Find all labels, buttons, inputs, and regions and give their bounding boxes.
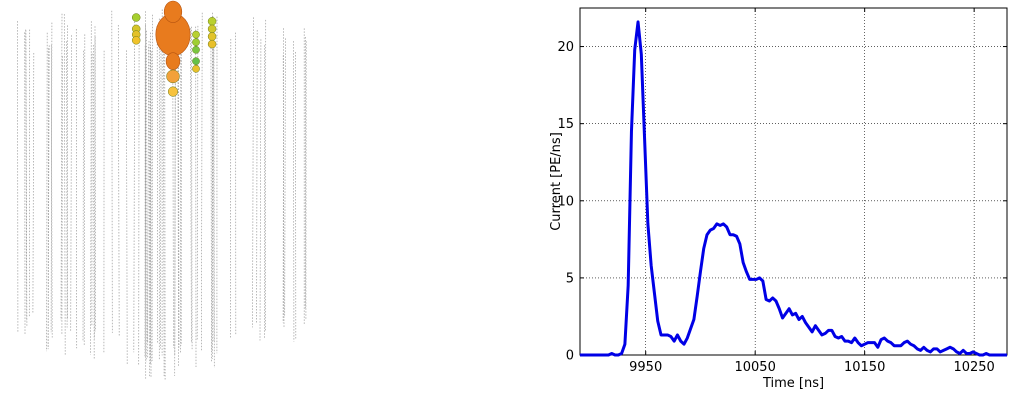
detector-hits: [131, 0, 217, 97]
detector-string: [66, 41, 68, 328]
detector-event-display: [17, 0, 307, 381]
detector-string: [133, 18, 136, 353]
detector-string: [70, 35, 72, 333]
detector-string: [252, 17, 254, 328]
detector-hit: [166, 69, 180, 84]
detector-hit: [207, 32, 217, 41]
detector-hit: [192, 45, 200, 54]
x-tick-label: 10250: [953, 360, 994, 375]
detector-string: [63, 14, 66, 356]
detector-string: [156, 25, 159, 344]
x-tick-label: 10050: [734, 360, 775, 375]
y-tick-label: 20: [557, 40, 574, 55]
detector-strings: [17, 8, 307, 381]
y-tick-label: 15: [557, 117, 574, 132]
detector-string: [47, 45, 50, 348]
detector-string: [293, 41, 295, 342]
detector-string: [90, 21, 92, 355]
current-vs-time-chart: 9950 10050 10150 10250 0 5 10 15 20 Time [ns] C…: [549, 7, 1008, 391]
series-line: [580, 20, 1007, 357]
detector-string: [46, 32, 48, 352]
detector-hit: [207, 39, 217, 49]
detector-string: [190, 28, 192, 342]
detector-string: [32, 52, 35, 313]
detector-string: [201, 12, 203, 352]
detector-string: [111, 10, 113, 333]
detector-string: [172, 26, 174, 348]
detector-hit: [167, 86, 179, 97]
detector-string: [147, 46, 149, 359]
detector-string: [282, 28, 284, 323]
detector-string: [83, 34, 86, 346]
detector-string: [149, 32, 151, 378]
y-tick-label: 5: [566, 271, 574, 286]
detector-string: [92, 44, 95, 360]
detector-string: [160, 32, 162, 349]
detector-string: [213, 48, 215, 342]
detector-string: [126, 50, 128, 365]
detector-string: [177, 52, 179, 367]
detector-string: [145, 24, 147, 362]
detector-string: [94, 26, 96, 339]
detector-hit: [165, 52, 181, 71]
y-axis-ticks: 0 5 10 15 20: [557, 40, 1007, 364]
detector-hit: [207, 17, 217, 26]
detector-string: [60, 13, 63, 321]
x-axis-label: Time [ns]: [762, 376, 824, 391]
detector-string: [259, 39, 262, 341]
detector-string: [191, 26, 193, 350]
plot-frame: [579, 7, 1008, 356]
detector-hit: [131, 36, 141, 45]
detector-string: [82, 50, 84, 342]
detector-string: [256, 29, 258, 324]
x-axis-ticks: 9950 10050 10150 10250: [629, 8, 995, 375]
detector-string: [196, 25, 199, 340]
y-tick-label: 10: [557, 194, 574, 209]
x-tick-label: 9950: [629, 360, 662, 375]
detector-string: [148, 40, 151, 355]
detector-string: [162, 38, 165, 377]
detector-string: [50, 45, 53, 338]
x-tick-label: 10150: [844, 360, 885, 375]
detector-hit: [163, 0, 183, 23]
detector-hit: [192, 30, 200, 39]
detector-string: [284, 38, 286, 316]
detector-string: [210, 26, 212, 363]
detector-string: [61, 56, 63, 335]
y-tick-label: 0: [566, 349, 574, 364]
detector-string: [146, 30, 148, 344]
detector-string: [117, 24, 120, 336]
detector-hit: [131, 13, 141, 22]
detector-hit: [192, 38, 200, 47]
detector-string: [174, 20, 176, 357]
detector-hit: [207, 24, 217, 34]
grid-lines: [580, 8, 1007, 356]
detector-hit: [192, 57, 200, 66]
detector-hit: [192, 64, 200, 73]
detector-string: [25, 29, 28, 321]
detector-string: [211, 16, 214, 360]
y-axis-label: Current [PE/ns]: [549, 132, 564, 231]
detector-string: [50, 22, 53, 333]
